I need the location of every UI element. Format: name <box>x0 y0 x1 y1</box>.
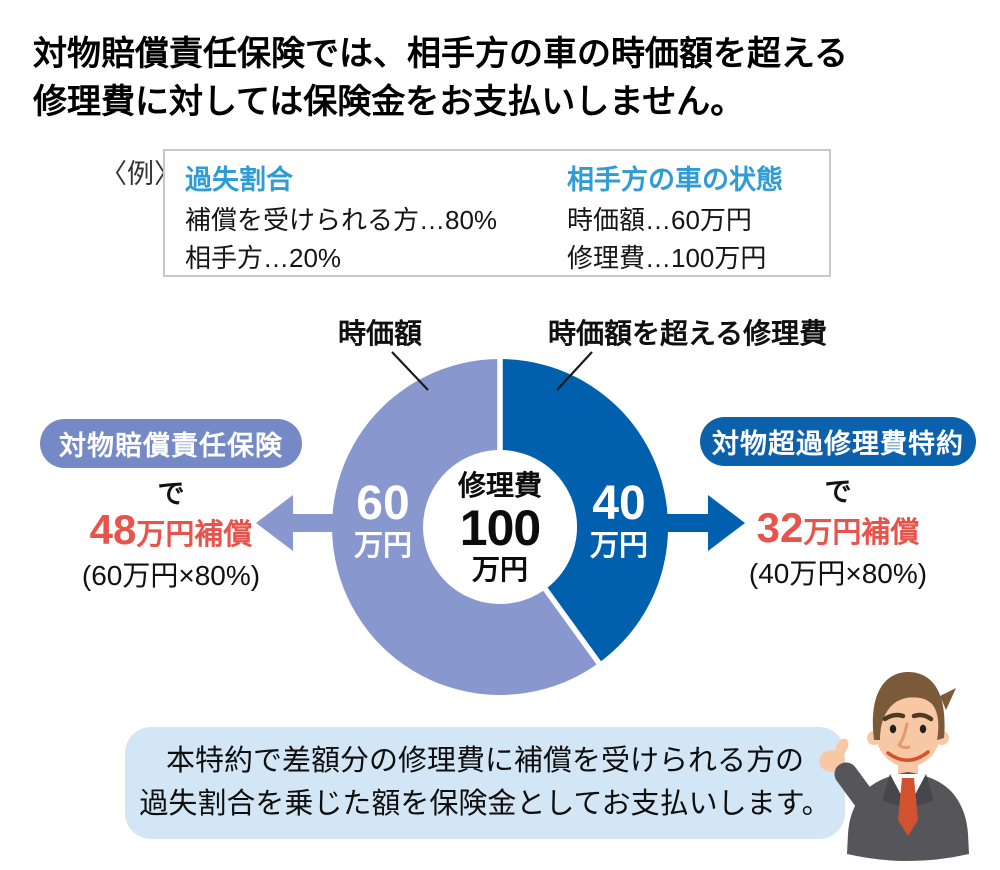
fault-ratio-heading: 過失割合 <box>185 165 293 195</box>
page-title-line2: 修理費に対しては保険金をお支払いしません。 <box>33 83 745 121</box>
businessman-eye-left <box>889 724 897 734</box>
businessman-hair-tuft <box>940 688 956 710</box>
car-state-column: 相手方の車の状態 時価額…60万円 修理費…100万円 <box>567 163 783 277</box>
businessman-mouth <box>886 750 930 762</box>
left-amount-number: 48 <box>89 506 137 553</box>
slice-divider-diagonal <box>539 582 605 670</box>
slice-label-40-unit: 万円 <box>589 530 648 562</box>
right-compensation-amount: 32万円補償 <box>707 504 969 552</box>
footer-note: 本特約で差額分の修理費に補償を受けられる方の 過失割合を乗じた額を保険金としてお… <box>125 727 845 839</box>
slice-label-60-unit: 万円 <box>353 530 412 562</box>
badge-liability-insurance: 対物賠償責任保険 <box>40 419 302 468</box>
businessman-tie <box>898 778 918 836</box>
slice-label-60-value: 60 <box>356 477 410 530</box>
right-amount-suffix: 万円補償 <box>803 517 920 549</box>
right-formula: (40万円×80%) <box>748 558 928 589</box>
right-connector: で <box>824 477 852 507</box>
donut-slice-market-value <box>332 359 599 695</box>
businessman-illustration <box>819 672 969 861</box>
right-arrow-icon <box>652 495 745 551</box>
car-state-item-repair: 修理費…100万円 <box>567 243 767 273</box>
page-title: 対物賠償責任保険では、相手方の車の時価額を超える 修理費に対しては保険金をお支払… <box>33 30 848 126</box>
car-state-item-value: 時価額…60万円 <box>567 205 752 235</box>
right-amount-number: 32 <box>756 504 804 551</box>
donut-slice-excess-repair <box>500 359 669 663</box>
left-connector: で <box>157 479 185 509</box>
donut-center-unit: 万円 <box>471 554 528 585</box>
donut-center-caption: 修理費 <box>457 470 542 501</box>
callout-market-value: 時価額 <box>338 318 423 349</box>
footer-note-line2: 過失割合を乗じた額を保険金としてお支払いします。 <box>139 788 831 820</box>
businessman-face <box>875 693 941 767</box>
businessman-eyebrow-left <box>882 712 906 722</box>
left-amount-suffix: 万円補償 <box>136 519 253 551</box>
pointer-line-right <box>556 351 593 391</box>
slice-label-60: 60 万円 <box>345 477 421 563</box>
businessman-eye-right <box>919 724 927 734</box>
page-title-line1: 対物賠償責任保険では、相手方の車の時価額を超える <box>33 35 848 73</box>
businessman-hair <box>872 672 945 740</box>
left-formula: (60万円×80%) <box>81 560 261 591</box>
badge-excess-repair-rider: 対物超過修理費特約 <box>700 417 976 466</box>
car-state-heading: 相手方の車の状態 <box>567 165 783 195</box>
left-arrow-icon <box>256 495 350 551</box>
slice-label-40-value: 40 <box>592 477 646 530</box>
fault-ratio-item-insured: 補償を受けられる方…80% <box>185 205 498 235</box>
example-box: 過失割合 補償を受けられる方…80% 相手方…20% 相手方の車の状態 時価額…… <box>163 149 831 277</box>
businessman-nose <box>896 722 911 750</box>
businessman-eyebrow-right <box>911 712 934 722</box>
donut-center-value: 100 <box>459 500 541 556</box>
footer-note-line1: 本特約で差額分の修理費に補償を受けられる方の <box>165 745 804 777</box>
pointer-line-left <box>391 351 429 391</box>
donut-center-label: 修理費 100 万円 <box>430 470 570 586</box>
businessman-sleeve <box>834 762 886 824</box>
businessman-thumb <box>835 738 849 756</box>
left-compensation-amount: 48万円補償 <box>40 506 302 554</box>
fault-ratio-item-other: 相手方…20% <box>185 243 342 273</box>
fault-ratio-column: 過失割合 補償を受けられる方…80% 相手方…20% <box>185 163 497 277</box>
slice-label-40: 40 万円 <box>581 477 657 563</box>
callout-excess-repair: 時価額を超える修理費 <box>548 318 828 349</box>
